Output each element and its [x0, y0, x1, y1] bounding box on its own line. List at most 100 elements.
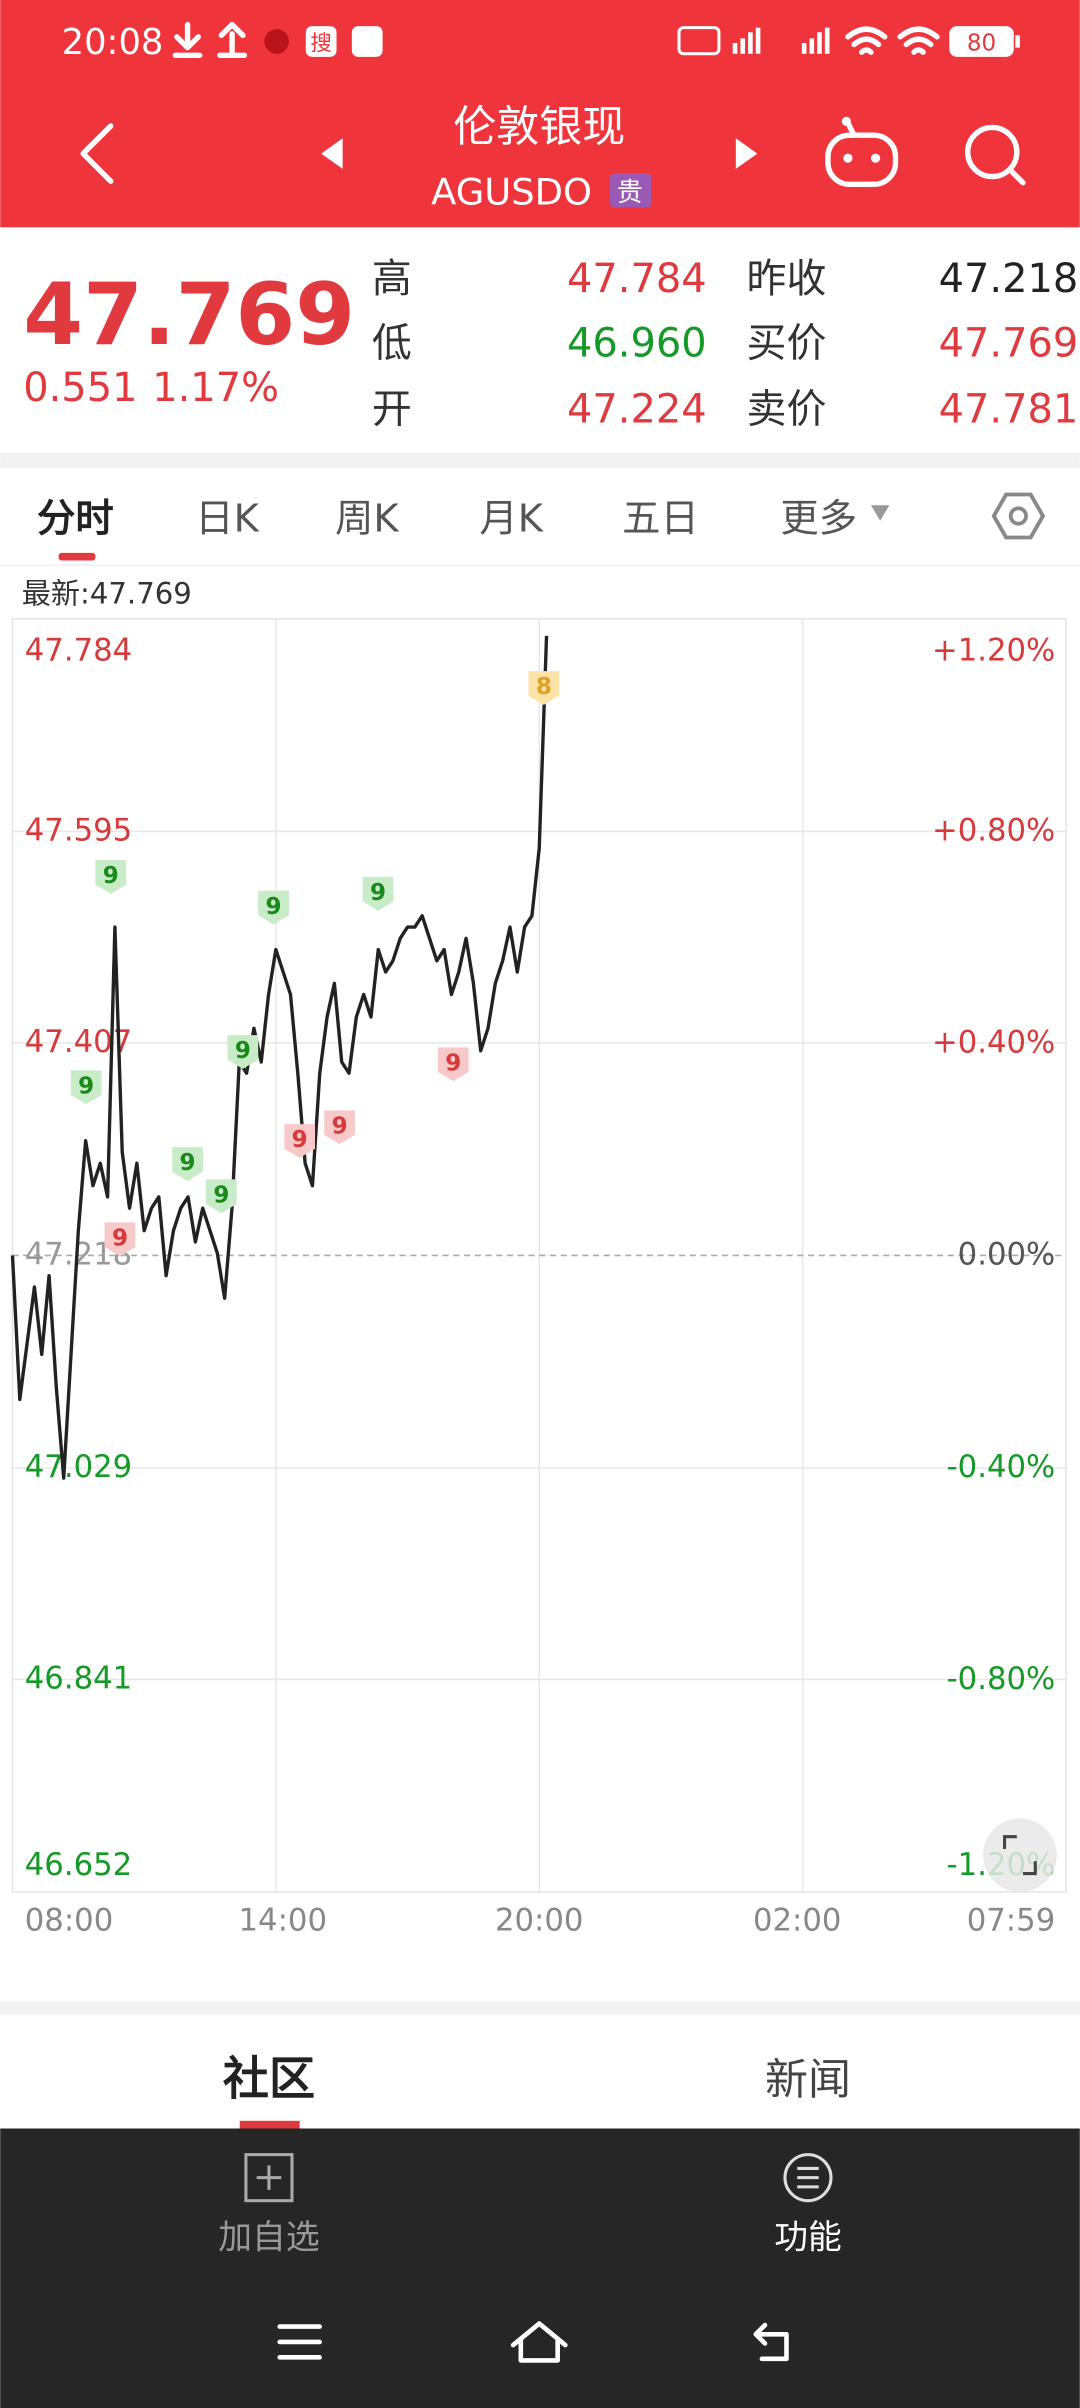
- separator: [0, 453, 1080, 469]
- tab-indicator: [58, 552, 96, 561]
- next-button[interactable]: [735, 138, 758, 169]
- tab[interactable]: 日K: [195, 496, 259, 541]
- signal-label: 9: [235, 1038, 251, 1064]
- title: 伦敦银现: [453, 102, 625, 152]
- signal-badge: [95, 860, 127, 894]
- latest-price: 最新:47.769: [22, 577, 192, 611]
- functions-icon[interactable]: [783, 2153, 833, 2203]
- stat-label: 低: [372, 320, 412, 366]
- signal-label: 9: [103, 863, 119, 889]
- stat-value: 47.781: [939, 386, 1079, 432]
- signal-badge: [284, 1124, 316, 1158]
- signal-label: 9: [445, 1050, 461, 1076]
- price-line: [10, 635, 549, 1480]
- signal-badge: [258, 890, 289, 925]
- y2-tick-label: 0.00%: [958, 1237, 1056, 1273]
- x-tick-label: 20:00: [495, 1902, 583, 1938]
- y-tick-label: 47.595: [25, 813, 132, 849]
- action-label[interactable]: 功能: [774, 2217, 842, 2256]
- y-tick-label: 46.841: [25, 1661, 132, 1697]
- last-price: 47.769: [23, 265, 355, 365]
- x-tick-label: 14:00: [239, 1902, 327, 1938]
- signal-badge: [205, 1179, 237, 1214]
- nav-menu[interactable]: [277, 2324, 322, 2360]
- tab[interactable]: 分时: [37, 496, 114, 541]
- signal-badge: [362, 876, 394, 911]
- badge: 贵: [617, 178, 643, 208]
- y-tick-label: 46.652: [25, 1847, 132, 1883]
- signal-badge: [70, 1070, 102, 1105]
- tab[interactable]: 五日: [622, 496, 699, 541]
- signal-label: 9: [112, 1225, 128, 1251]
- signal-label: 9: [292, 1127, 308, 1153]
- battery-level: 80: [967, 31, 996, 57]
- signal-badge: [227, 1035, 259, 1069]
- y-tick-label: 47.029: [25, 1449, 132, 1485]
- signal-label: 9: [266, 894, 282, 920]
- signal-label: 9: [78, 1073, 94, 1099]
- signal-label: 9: [213, 1182, 229, 1208]
- search-button[interactable]: [965, 124, 1026, 186]
- stat-value: 47.224: [567, 386, 707, 432]
- signal-badge: [437, 1047, 469, 1082]
- stat-label: 高: [372, 256, 412, 302]
- x-tick-label: 07:59: [967, 1902, 1055, 1938]
- nav-back[interactable]: [753, 2322, 789, 2362]
- y2-tick-label: -0.40%: [947, 1449, 1056, 1485]
- signal-badge: [104, 1222, 136, 1257]
- action-label[interactable]: 加自选: [218, 2217, 319, 2256]
- action-bar: [0, 2128, 1080, 2408]
- bottom-tab[interactable]: 社区: [223, 2052, 315, 2106]
- stat-label: 开: [372, 386, 412, 432]
- signal-label: 9: [332, 1113, 348, 1139]
- tab[interactable]: 月K: [479, 496, 543, 541]
- status-icons: 搜: [172, 21, 1020, 58]
- signal-badge: [528, 671, 560, 705]
- chart: 47.78447.59547.40747.21847.02946.84146.6…: [10, 618, 1066, 1938]
- robot-button[interactable]: [825, 116, 899, 187]
- stat-label: 昨收: [747, 256, 827, 302]
- stat-value: 46.960: [567, 320, 707, 366]
- fullscreen-button[interactable]: [983, 1818, 1057, 1892]
- change: 0.551: [23, 365, 137, 411]
- separator: [0, 2001, 1080, 2015]
- settings-button[interactable]: [991, 492, 1046, 540]
- x-tick-label: 08:00: [25, 1902, 113, 1938]
- prev-button[interactable]: [321, 138, 343, 169]
- tab[interactable]: 更多: [780, 496, 857, 541]
- stat-label: 买价: [747, 320, 827, 366]
- status-time: 20:08: [62, 22, 164, 63]
- stat-value: 47.769: [939, 320, 1079, 366]
- signal-label: 8: [536, 674, 552, 700]
- nav-bar: [277, 2321, 789, 2363]
- bottom-tab-indicator: [239, 2120, 300, 2129]
- y-tick-label: 47.784: [25, 632, 132, 668]
- stat-value: 47.218: [939, 256, 1079, 302]
- back-button[interactable]: [80, 123, 114, 184]
- bottom-tab[interactable]: 新闻: [765, 2056, 851, 2106]
- change-pct: 1.17%: [152, 365, 279, 411]
- y-tick-label: 47.407: [25, 1024, 132, 1060]
- signal-badge: [324, 1110, 355, 1145]
- quote-panel: 47.769 0.551 1.17% 高 47.784 低 46.960 开 47.224…: [23, 256, 1078, 433]
- stat-value: 47.784: [567, 256, 707, 302]
- symbol-code: AGUSDO: [431, 170, 592, 213]
- tab[interactable]: 周K: [335, 496, 399, 541]
- tab-bar: 分时 日K 周K 月K 五日 更多: [37, 496, 857, 541]
- y2-tick-label: +0.80%: [932, 812, 1055, 848]
- signal-label: 9: [180, 1150, 196, 1176]
- y2-tick-label: -0.80%: [947, 1661, 1056, 1697]
- y2-tick-label: +1.20%: [932, 632, 1055, 668]
- signal-label: 9: [370, 880, 386, 906]
- stat-label: 卖价: [747, 386, 827, 432]
- signal-badge: [172, 1147, 203, 1181]
- svg-text:搜: 搜: [310, 32, 332, 57]
- nav-home[interactable]: [510, 2321, 568, 2363]
- y2-tick-label: +0.40%: [932, 1024, 1055, 1060]
- add-watchlist-icon[interactable]: [244, 2153, 294, 2203]
- more-arrow: [870, 505, 890, 521]
- badge-bg: [609, 173, 652, 208]
- x-tick-label: 02:00: [753, 1902, 841, 1938]
